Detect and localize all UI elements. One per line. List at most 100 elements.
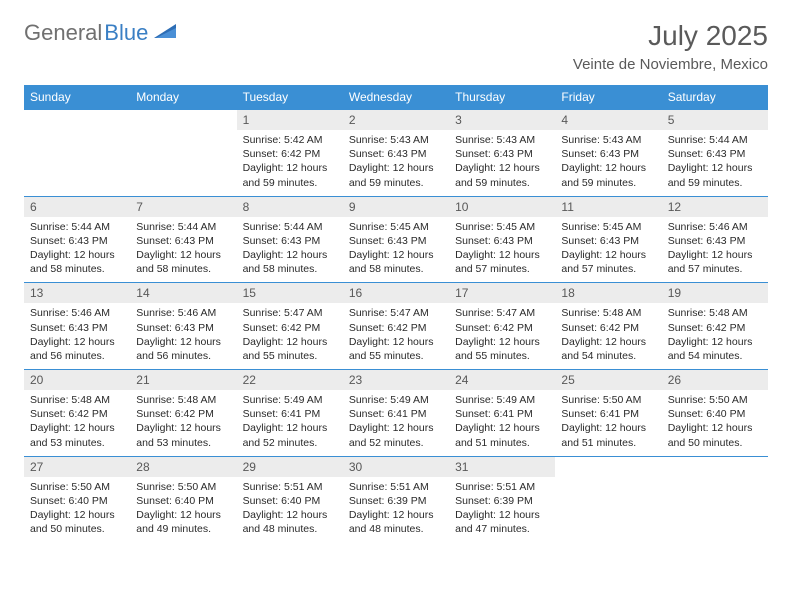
calendar-day-cell: 9Sunrise: 5:45 AMSunset: 6:43 PMDaylight… <box>343 196 449 283</box>
calendar-day-cell: 21Sunrise: 5:48 AMSunset: 6:42 PMDayligh… <box>130 370 236 457</box>
calendar-day-cell: 4Sunrise: 5:43 AMSunset: 6:43 PMDaylight… <box>555 110 661 197</box>
day-number: 16 <box>343 283 449 303</box>
calendar-day-cell: 17Sunrise: 5:47 AMSunset: 6:42 PMDayligh… <box>449 283 555 370</box>
day-header: Wednesday <box>343 85 449 110</box>
calendar-day-cell: 24Sunrise: 5:49 AMSunset: 6:41 PMDayligh… <box>449 370 555 457</box>
calendar-day-cell: 29Sunrise: 5:51 AMSunset: 6:40 PMDayligh… <box>237 456 343 542</box>
day-details: Sunrise: 5:51 AMSunset: 6:40 PMDaylight:… <box>237 477 343 543</box>
day-details: Sunrise: 5:49 AMSunset: 6:41 PMDaylight:… <box>343 390 449 456</box>
day-header: Tuesday <box>237 85 343 110</box>
day-details: Sunrise: 5:49 AMSunset: 6:41 PMDaylight:… <box>237 390 343 456</box>
day-header: Monday <box>130 85 236 110</box>
day-details: Sunrise: 5:50 AMSunset: 6:40 PMDaylight:… <box>24 477 130 543</box>
day-details: Sunrise: 5:47 AMSunset: 6:42 PMDaylight:… <box>449 303 555 369</box>
brand-text-2: Blue <box>104 20 148 46</box>
calendar-day-cell: 1Sunrise: 5:42 AMSunset: 6:42 PMDaylight… <box>237 110 343 197</box>
calendar-day-cell: 28Sunrise: 5:50 AMSunset: 6:40 PMDayligh… <box>130 456 236 542</box>
calendar-day-cell: 22Sunrise: 5:49 AMSunset: 6:41 PMDayligh… <box>237 370 343 457</box>
calendar-day-cell <box>555 456 661 542</box>
day-details: Sunrise: 5:43 AMSunset: 6:43 PMDaylight:… <box>449 130 555 196</box>
day-number: 9 <box>343 197 449 217</box>
day-details: Sunrise: 5:45 AMSunset: 6:43 PMDaylight:… <box>449 217 555 283</box>
day-details: Sunrise: 5:42 AMSunset: 6:42 PMDaylight:… <box>237 130 343 196</box>
calendar-day-cell: 16Sunrise: 5:47 AMSunset: 6:42 PMDayligh… <box>343 283 449 370</box>
day-details: Sunrise: 5:47 AMSunset: 6:42 PMDaylight:… <box>237 303 343 369</box>
day-details: Sunrise: 5:44 AMSunset: 6:43 PMDaylight:… <box>24 217 130 283</box>
calendar-week-row: 1Sunrise: 5:42 AMSunset: 6:42 PMDaylight… <box>24 110 768 197</box>
calendar-day-cell: 10Sunrise: 5:45 AMSunset: 6:43 PMDayligh… <box>449 196 555 283</box>
day-number: 27 <box>24 457 130 477</box>
day-number: 7 <box>130 197 236 217</box>
calendar-day-cell: 19Sunrise: 5:48 AMSunset: 6:42 PMDayligh… <box>662 283 768 370</box>
calendar-day-cell: 18Sunrise: 5:48 AMSunset: 6:42 PMDayligh… <box>555 283 661 370</box>
month-title: July 2025 <box>573 20 768 52</box>
calendar-day-cell: 12Sunrise: 5:46 AMSunset: 6:43 PMDayligh… <box>662 196 768 283</box>
day-number: 4 <box>555 110 661 130</box>
calendar-day-cell: 5Sunrise: 5:44 AMSunset: 6:43 PMDaylight… <box>662 110 768 197</box>
title-block: July 2025 Veinte de Noviembre, Mexico <box>573 20 768 73</box>
calendar-head: SundayMondayTuesdayWednesdayThursdayFrid… <box>24 85 768 110</box>
day-details: Sunrise: 5:48 AMSunset: 6:42 PMDaylight:… <box>24 390 130 456</box>
day-number: 12 <box>662 197 768 217</box>
day-number: 18 <box>555 283 661 303</box>
day-number: 19 <box>662 283 768 303</box>
calendar-day-cell: 30Sunrise: 5:51 AMSunset: 6:39 PMDayligh… <box>343 456 449 542</box>
day-header: Saturday <box>662 85 768 110</box>
day-details: Sunrise: 5:51 AMSunset: 6:39 PMDaylight:… <box>343 477 449 543</box>
day-details: Sunrise: 5:51 AMSunset: 6:39 PMDaylight:… <box>449 477 555 543</box>
day-details: Sunrise: 5:48 AMSunset: 6:42 PMDaylight:… <box>130 390 236 456</box>
calendar-day-cell: 25Sunrise: 5:50 AMSunset: 6:41 PMDayligh… <box>555 370 661 457</box>
day-details: Sunrise: 5:44 AMSunset: 6:43 PMDaylight:… <box>237 217 343 283</box>
day-header: Friday <box>555 85 661 110</box>
calendar-week-row: 13Sunrise: 5:46 AMSunset: 6:43 PMDayligh… <box>24 283 768 370</box>
day-number: 26 <box>662 370 768 390</box>
day-number: 8 <box>237 197 343 217</box>
calendar-day-cell: 20Sunrise: 5:48 AMSunset: 6:42 PMDayligh… <box>24 370 130 457</box>
day-details: Sunrise: 5:45 AMSunset: 6:43 PMDaylight:… <box>555 217 661 283</box>
calendar-day-cell <box>130 110 236 197</box>
day-details: Sunrise: 5:46 AMSunset: 6:43 PMDaylight:… <box>24 303 130 369</box>
calendar-day-cell: 7Sunrise: 5:44 AMSunset: 6:43 PMDaylight… <box>130 196 236 283</box>
day-header-row: SundayMondayTuesdayWednesdayThursdayFrid… <box>24 85 768 110</box>
calendar-day-cell: 11Sunrise: 5:45 AMSunset: 6:43 PMDayligh… <box>555 196 661 283</box>
day-number: 3 <box>449 110 555 130</box>
day-details: Sunrise: 5:46 AMSunset: 6:43 PMDaylight:… <box>662 217 768 283</box>
day-number: 29 <box>237 457 343 477</box>
calendar-day-cell: 6Sunrise: 5:44 AMSunset: 6:43 PMDaylight… <box>24 196 130 283</box>
day-details: Sunrise: 5:48 AMSunset: 6:42 PMDaylight:… <box>555 303 661 369</box>
calendar-day-cell <box>662 456 768 542</box>
calendar-day-cell: 27Sunrise: 5:50 AMSunset: 6:40 PMDayligh… <box>24 456 130 542</box>
calendar-week-row: 20Sunrise: 5:48 AMSunset: 6:42 PMDayligh… <box>24 370 768 457</box>
calendar-day-cell <box>24 110 130 197</box>
day-details: Sunrise: 5:43 AMSunset: 6:43 PMDaylight:… <box>343 130 449 196</box>
calendar-day-cell: 2Sunrise: 5:43 AMSunset: 6:43 PMDaylight… <box>343 110 449 197</box>
day-number: 30 <box>343 457 449 477</box>
location-label: Veinte de Noviembre, Mexico <box>573 56 768 73</box>
calendar-day-cell: 8Sunrise: 5:44 AMSunset: 6:43 PMDaylight… <box>237 196 343 283</box>
day-details: Sunrise: 5:44 AMSunset: 6:43 PMDaylight:… <box>662 130 768 196</box>
day-details: Sunrise: 5:50 AMSunset: 6:41 PMDaylight:… <box>555 390 661 456</box>
calendar-body: 1Sunrise: 5:42 AMSunset: 6:42 PMDaylight… <box>24 110 768 543</box>
day-details: Sunrise: 5:47 AMSunset: 6:42 PMDaylight:… <box>343 303 449 369</box>
day-number: 20 <box>24 370 130 390</box>
day-number: 23 <box>343 370 449 390</box>
calendar-day-cell: 13Sunrise: 5:46 AMSunset: 6:43 PMDayligh… <box>24 283 130 370</box>
day-details: Sunrise: 5:49 AMSunset: 6:41 PMDaylight:… <box>449 390 555 456</box>
day-number: 28 <box>130 457 236 477</box>
day-number: 11 <box>555 197 661 217</box>
day-number: 25 <box>555 370 661 390</box>
day-number: 5 <box>662 110 768 130</box>
day-number: 17 <box>449 283 555 303</box>
calendar-day-cell: 26Sunrise: 5:50 AMSunset: 6:40 PMDayligh… <box>662 370 768 457</box>
day-number: 2 <box>343 110 449 130</box>
brand-logo: General Blue <box>24 20 180 46</box>
day-header: Thursday <box>449 85 555 110</box>
day-number: 31 <box>449 457 555 477</box>
day-header: Sunday <box>24 85 130 110</box>
day-number: 14 <box>130 283 236 303</box>
calendar-table: SundayMondayTuesdayWednesdayThursdayFrid… <box>24 85 768 542</box>
day-number: 15 <box>237 283 343 303</box>
calendar-day-cell: 31Sunrise: 5:51 AMSunset: 6:39 PMDayligh… <box>449 456 555 542</box>
day-number: 10 <box>449 197 555 217</box>
brand-text-1: General <box>24 20 102 46</box>
